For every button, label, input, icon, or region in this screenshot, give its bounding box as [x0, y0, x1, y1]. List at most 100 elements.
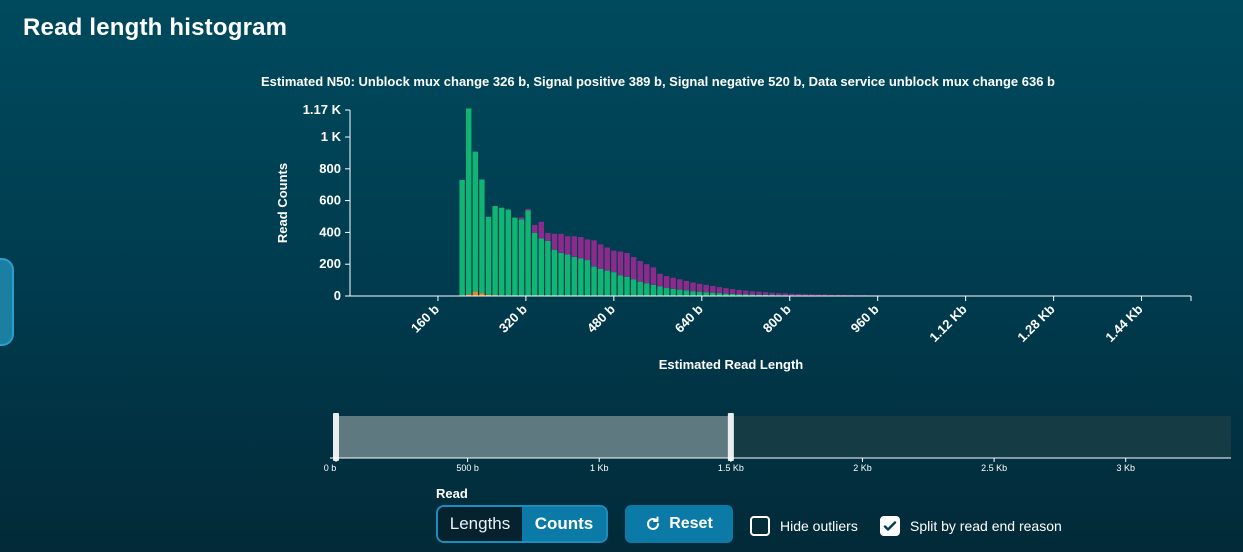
range-handle-left[interactable]: [333, 413, 339, 461]
bar-signal-positive: [736, 294, 742, 296]
bar-signal-negative: [538, 221, 544, 239]
x-tick-label: 320 b: [496, 301, 530, 335]
lengths-toggle-button[interactable]: Lengths: [438, 507, 522, 541]
bar-signal-positive: [617, 275, 624, 296]
bar-signal-positive: [756, 294, 762, 296]
bar-signal-negative: [762, 292, 769, 295]
bar-signal-negative: [650, 267, 657, 285]
bar-signal-negative: [578, 237, 584, 259]
bar-signal-positive: [459, 179, 465, 296]
range-selection[interactable]: [336, 416, 731, 458]
bar-unblock-mux-change: [466, 294, 472, 296]
bar-signal-negative: [637, 261, 643, 282]
bar-signal-negative: [531, 224, 538, 233]
bar-signal-positive: [677, 289, 683, 296]
y-tick-label: 0: [334, 288, 341, 303]
reset-button[interactable]: Reset: [625, 505, 733, 543]
bar-signal-negative: [848, 295, 854, 296]
bar-signal-negative: [525, 208, 531, 211]
bar-signal-positive: [597, 268, 604, 296]
split-by-reason-checkbox[interactable]: [880, 516, 900, 536]
range-tick-label: 500 b: [456, 463, 479, 473]
bar-signal-positive: [670, 288, 676, 296]
bar-signal-negative: [782, 293, 789, 296]
bar-signal-negative: [855, 295, 861, 296]
bar-signal-positive: [710, 292, 716, 296]
bar-signal-positive: [545, 240, 551, 296]
bar-signal-negative: [663, 276, 670, 289]
x-tick-label: 1.44 Kb: [1102, 301, 1145, 344]
bar-signal-negative: [795, 293, 802, 296]
bar-signal-negative: [703, 284, 709, 293]
read-length-chart: Estimated N50: Unblock mux change 326 b,…: [261, 74, 1231, 473]
bar-signal-positive: [584, 260, 591, 296]
bar-signal-positive: [650, 284, 657, 296]
refresh-icon: [647, 516, 660, 530]
y-tick-label: 800: [319, 161, 341, 176]
bar-signal-negative: [591, 240, 597, 267]
bar-unblock-mux-change: [472, 291, 479, 296]
hide-outliers-option[interactable]: Hide outliers: [750, 516, 858, 536]
counts-toggle-button[interactable]: Counts: [522, 507, 606, 541]
bar-signal-negative: [604, 247, 610, 271]
range-selector[interactable]: 0 b 500 b 1 Kb 1.5 Kb 2 Kb 2.5 Kb 3 Kb: [324, 413, 1231, 473]
bar-signal-negative: [624, 253, 630, 277]
read-mode-toggle[interactable]: Lengths Counts: [436, 505, 608, 543]
x-tick-label: 640 b: [672, 301, 706, 335]
bar-signal-negative: [545, 232, 551, 241]
bar-signal-negative: [551, 233, 558, 250]
x-axis-label: Estimated Read Length: [659, 357, 804, 372]
range-handle-right[interactable]: [727, 413, 734, 461]
bar-signal-positive: [637, 281, 643, 296]
read-mode-label: Read: [436, 486, 468, 501]
bar-signal-positive: [525, 210, 531, 296]
range-tick-label: 2.5 Kb: [981, 463, 1007, 473]
y-tick-label: 200: [319, 256, 341, 271]
bar-signal-negative: [743, 290, 749, 295]
x-tick-label: 960 b: [848, 301, 882, 335]
bar-signal-negative: [571, 236, 577, 257]
bar-signal-positive: [723, 293, 729, 296]
bar-signal-positive: [571, 256, 577, 296]
bar-unblock-mux-change: [485, 294, 492, 296]
bar-signal-negative: [802, 294, 808, 296]
hide-outliers-checkbox[interactable]: [750, 516, 770, 536]
range-tick-label: 3 Kb: [1116, 463, 1135, 473]
bar-signal-positive: [716, 293, 723, 296]
x-tick-label: 160 b: [408, 301, 442, 335]
bar-signal-negative: [690, 282, 696, 292]
chart-subtitle: Estimated N50: Unblock mux change 326 b,…: [261, 74, 1055, 89]
bar-signal-negative: [696, 283, 703, 292]
bar-signal-negative: [729, 289, 736, 294]
bar-signal-positive: [690, 291, 696, 296]
bar-signal-negative: [518, 217, 525, 220]
bar-signal-negative: [597, 244, 604, 269]
bar-signal-positive: [538, 238, 544, 296]
bar-signal-positive: [492, 206, 498, 296]
bar-signal-positive: [611, 272, 617, 296]
bar-signal-negative: [558, 233, 564, 253]
bar-signal-negative: [683, 280, 690, 291]
bar-signal-positive: [499, 207, 505, 296]
bar-signal-positive: [531, 232, 538, 296]
histogram-bars: [459, 108, 1000, 297]
bar-signal-negative: [822, 294, 828, 296]
bar-signal-positive: [558, 252, 564, 296]
bar-signal-positive: [591, 266, 597, 296]
bar-signal-negative: [617, 251, 624, 276]
range-tick-label: 0 b: [324, 463, 337, 473]
bar-signal-negative: [611, 250, 617, 273]
bar-signal-negative: [815, 294, 822, 296]
page-title: Read length histogram: [23, 14, 288, 41]
split-by-reason-option[interactable]: Split by read end reason: [880, 516, 1062, 536]
x-tick-label: 800 b: [760, 301, 794, 335]
bar-signal-negative: [736, 289, 742, 295]
bar-signal-positive: [703, 292, 709, 296]
bar-signal-positive: [512, 217, 518, 296]
x-tick-label: 1.28 Kb: [1014, 301, 1057, 344]
range-tick-label: 1.5 Kb: [718, 463, 744, 473]
bar-signal-negative: [644, 264, 650, 284]
bar-signal-positive: [624, 276, 630, 296]
range-tick-label: 1 Kb: [590, 463, 609, 473]
bar-signal-positive: [466, 108, 472, 295]
